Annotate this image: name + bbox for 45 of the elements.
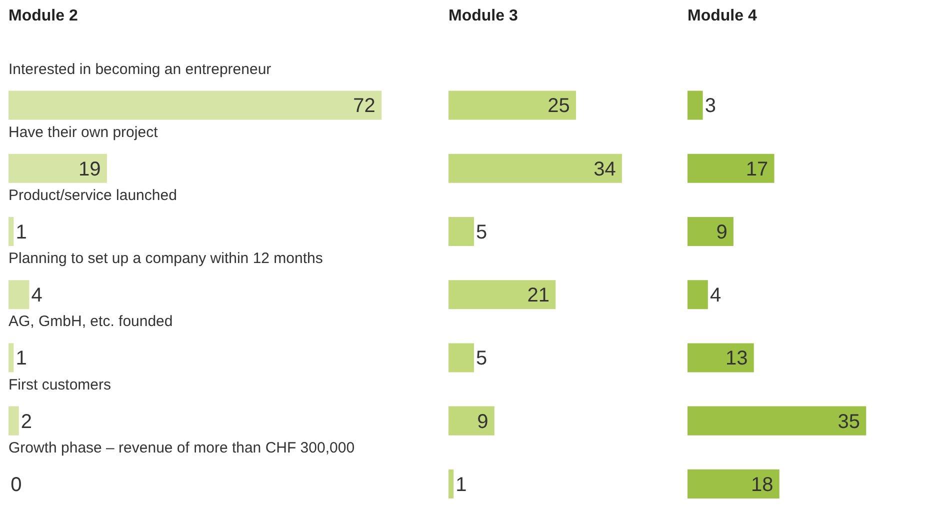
y-tick-label: AG, GmbH, etc. founded <box>8 313 173 330</box>
data-label: 1 <box>456 474 467 496</box>
bar <box>448 469 454 498</box>
chart-title: Module 3 <box>448 8 518 24</box>
y-tick-label: Planning to set up a company within 12 months <box>8 250 323 268</box>
bar <box>688 406 866 436</box>
data-label: 5 <box>476 348 488 370</box>
y-tick-label: Growth phase – revenue of more than CHF 300,000 <box>8 439 355 456</box>
data-label: 35 <box>838 410 860 433</box>
data-label: 9 <box>716 221 728 244</box>
bar <box>688 280 708 310</box>
bar <box>448 90 576 120</box>
bar <box>448 280 556 310</box>
data-label: 0 <box>10 474 22 496</box>
data-label: 9 <box>477 410 488 433</box>
bar <box>448 154 622 183</box>
chart-title: Module 4 <box>688 8 757 24</box>
data-label: 2 <box>20 410 32 433</box>
bar <box>688 343 754 372</box>
bar <box>448 343 474 372</box>
data-label: 1 <box>16 221 27 244</box>
data-label: 34 <box>594 158 616 180</box>
bar <box>448 216 474 246</box>
data-label: 4 <box>710 284 722 307</box>
chart-title: Module 2 <box>8 8 78 24</box>
bar <box>688 469 780 498</box>
bar <box>688 90 703 120</box>
data-label: 19 <box>78 158 101 180</box>
bar <box>448 406 494 436</box>
data-label: 72 <box>353 95 376 118</box>
bar <box>688 216 734 246</box>
y-tick-label: First customers <box>8 376 112 394</box>
data-label: 17 <box>746 158 768 180</box>
data-label: 25 <box>548 95 570 118</box>
data-label: 3 <box>704 95 716 118</box>
y-tick-label: Have their own project <box>8 124 159 141</box>
data-label: 5 <box>476 221 488 244</box>
data-label: 13 <box>725 348 748 370</box>
bar <box>688 154 774 183</box>
y-tick-label: Interested in becoming an entrepreneur <box>8 60 272 78</box>
data-label: 18 <box>751 474 774 496</box>
data-label: 4 <box>31 284 42 307</box>
data-label: 1 <box>16 348 27 370</box>
data-label: 21 <box>527 284 550 307</box>
y-tick-label: Product/service launched <box>8 186 177 204</box>
